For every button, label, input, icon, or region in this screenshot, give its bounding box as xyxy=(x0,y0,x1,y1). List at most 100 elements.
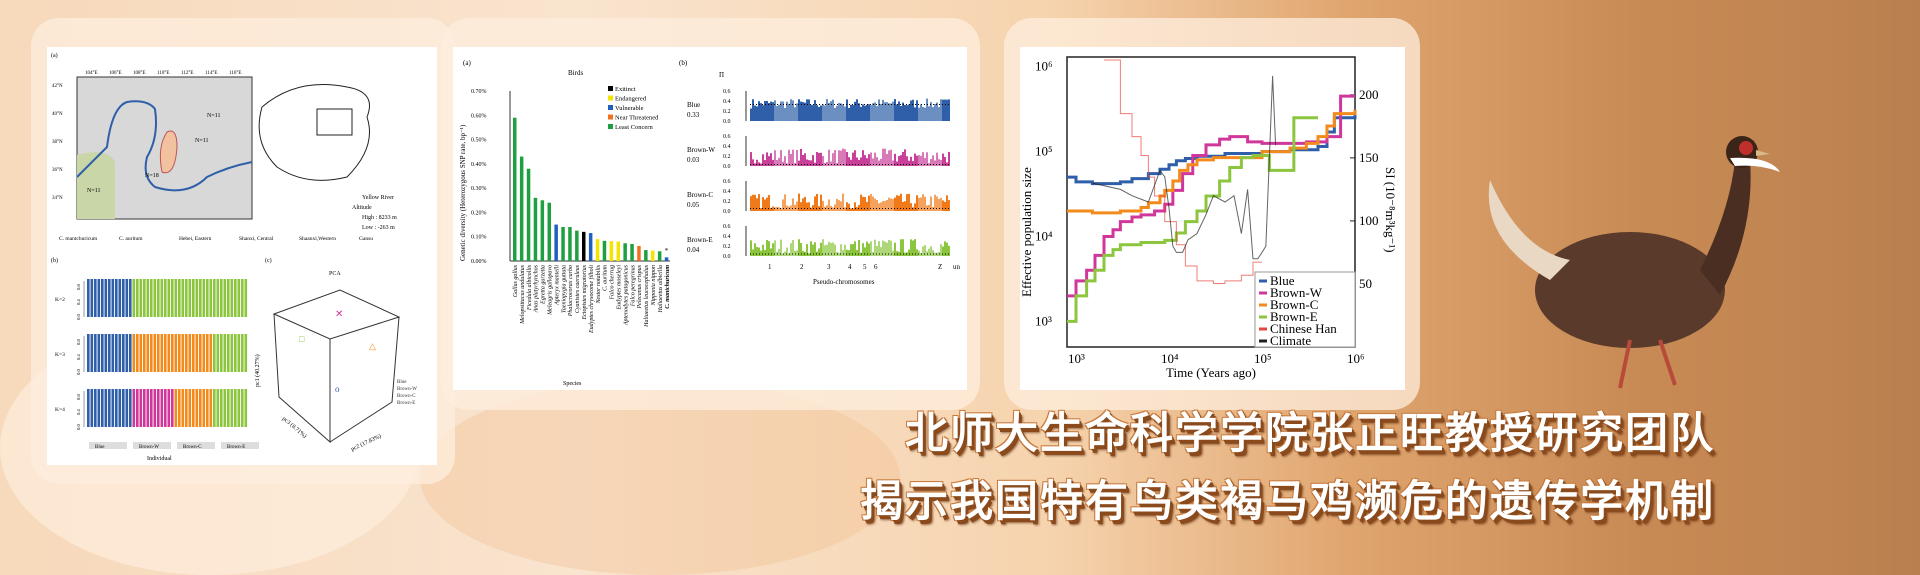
pi-bar xyxy=(906,105,908,121)
pi-bar xyxy=(856,157,858,166)
pi-bar xyxy=(806,159,808,166)
x-axis-label: Individual xyxy=(147,456,172,462)
pi-bar xyxy=(842,104,844,121)
pi-bar xyxy=(808,202,810,211)
pi-bar xyxy=(864,155,866,166)
pi-bar xyxy=(890,103,892,121)
plot-frame xyxy=(1066,56,1356,348)
species-label: Eudyptes chrysocome filholi xyxy=(588,265,595,334)
bar xyxy=(554,224,558,261)
pi-bar xyxy=(944,201,946,211)
latitude-tick: 40°N xyxy=(52,112,63,117)
chromosome-label: 4 xyxy=(848,263,852,271)
pi-bar xyxy=(894,242,896,256)
admixture-bar xyxy=(153,279,157,317)
pi-bar xyxy=(756,106,758,121)
admixture-bar xyxy=(181,334,185,372)
series-line-blue xyxy=(1067,111,1357,186)
pi-bar xyxy=(878,160,880,166)
species-label: Anas platyrhynchos xyxy=(534,264,540,313)
bar xyxy=(657,251,662,261)
admixture-bar xyxy=(132,279,136,317)
pi-bar xyxy=(900,193,902,211)
map-legend-item: Shanxi, Central xyxy=(239,236,274,242)
pi-bar xyxy=(754,163,756,166)
admixture-bar xyxy=(101,334,104,372)
altitude-legend: Altitude xyxy=(352,205,372,211)
pi-bar xyxy=(944,157,946,166)
admixture-bar xyxy=(220,389,223,427)
pi-bar xyxy=(790,153,792,166)
admixture-bar xyxy=(188,279,192,317)
pca-point-blue: o xyxy=(335,384,340,394)
admixture-bar xyxy=(199,389,202,427)
track-value: 0.33 xyxy=(687,111,700,119)
admixture-bar xyxy=(101,389,104,427)
admixture-bar xyxy=(146,389,150,427)
pi-bar xyxy=(920,104,922,121)
pi-bar xyxy=(848,157,850,166)
admixture-bar xyxy=(108,279,111,317)
latitude-tick: 34°N xyxy=(52,196,63,201)
pi-bar xyxy=(928,163,930,166)
pi-bar xyxy=(894,197,896,211)
admixture-bar xyxy=(181,279,185,317)
admixture-bar xyxy=(153,334,157,372)
admixture-bar xyxy=(244,389,248,427)
admixture-bar xyxy=(199,334,202,372)
admixture-bar xyxy=(230,334,234,372)
bar xyxy=(561,227,565,261)
admixture-bar xyxy=(227,389,230,427)
panel-label: (a) xyxy=(463,59,471,67)
admixture-bar xyxy=(216,279,220,317)
track-y-tick: 0.4 xyxy=(723,189,731,195)
pi-bar xyxy=(806,244,808,256)
pi-bar xyxy=(836,198,838,211)
admixture-bar xyxy=(87,334,90,372)
pi-bar xyxy=(790,99,792,121)
admixture-bar xyxy=(146,334,150,372)
species-label: Falco cherrug xyxy=(610,265,616,301)
pi-bar xyxy=(926,98,928,121)
admixture-bar xyxy=(192,279,195,317)
pi-bar xyxy=(828,241,830,256)
pi-bar xyxy=(858,103,860,121)
study-area-box xyxy=(316,108,353,136)
brown-eared-pheasant-illustration xyxy=(1488,136,1780,389)
pi-bar xyxy=(942,153,944,166)
pi-bar xyxy=(934,160,936,166)
y-tick-label: 0.30% xyxy=(471,186,487,192)
y-tick-label: 0.00% xyxy=(471,259,487,265)
legend-label: Exitinct xyxy=(615,86,636,93)
pi-bar xyxy=(812,244,814,256)
pi-bar xyxy=(766,197,768,211)
pi-bar xyxy=(826,161,828,166)
pi-bar xyxy=(904,149,906,166)
pi-bar xyxy=(814,100,816,121)
pi-bar xyxy=(750,108,752,121)
pi-bar xyxy=(934,194,936,211)
pi-bar xyxy=(904,104,906,121)
pi-bar xyxy=(790,243,792,256)
altitude-low: Low : -263 m xyxy=(362,225,395,231)
pi-bar xyxy=(750,240,752,256)
admixture-bar xyxy=(220,334,223,372)
admixture-bar xyxy=(97,389,101,427)
river-legend: Yellow River xyxy=(362,195,394,201)
map-legend-item: Shaanxi,Western xyxy=(299,236,336,242)
legend-label: Brown-E xyxy=(1270,309,1318,324)
k-axis-tick: 0.8 xyxy=(76,338,81,344)
yellow-river xyxy=(76,100,253,192)
species-label: Gallus gallus xyxy=(513,264,519,297)
admixture-bar xyxy=(87,389,90,427)
pi-bar xyxy=(870,241,872,256)
pi-bar xyxy=(840,201,842,211)
admixture-bar xyxy=(171,389,174,427)
pi-bar xyxy=(928,248,930,256)
pi-bar xyxy=(906,194,908,211)
pi-bar xyxy=(902,102,904,121)
pi-bar xyxy=(820,105,822,121)
admixture-bar xyxy=(94,389,97,427)
pi-bar xyxy=(882,240,884,256)
admixture-bar xyxy=(108,389,111,427)
